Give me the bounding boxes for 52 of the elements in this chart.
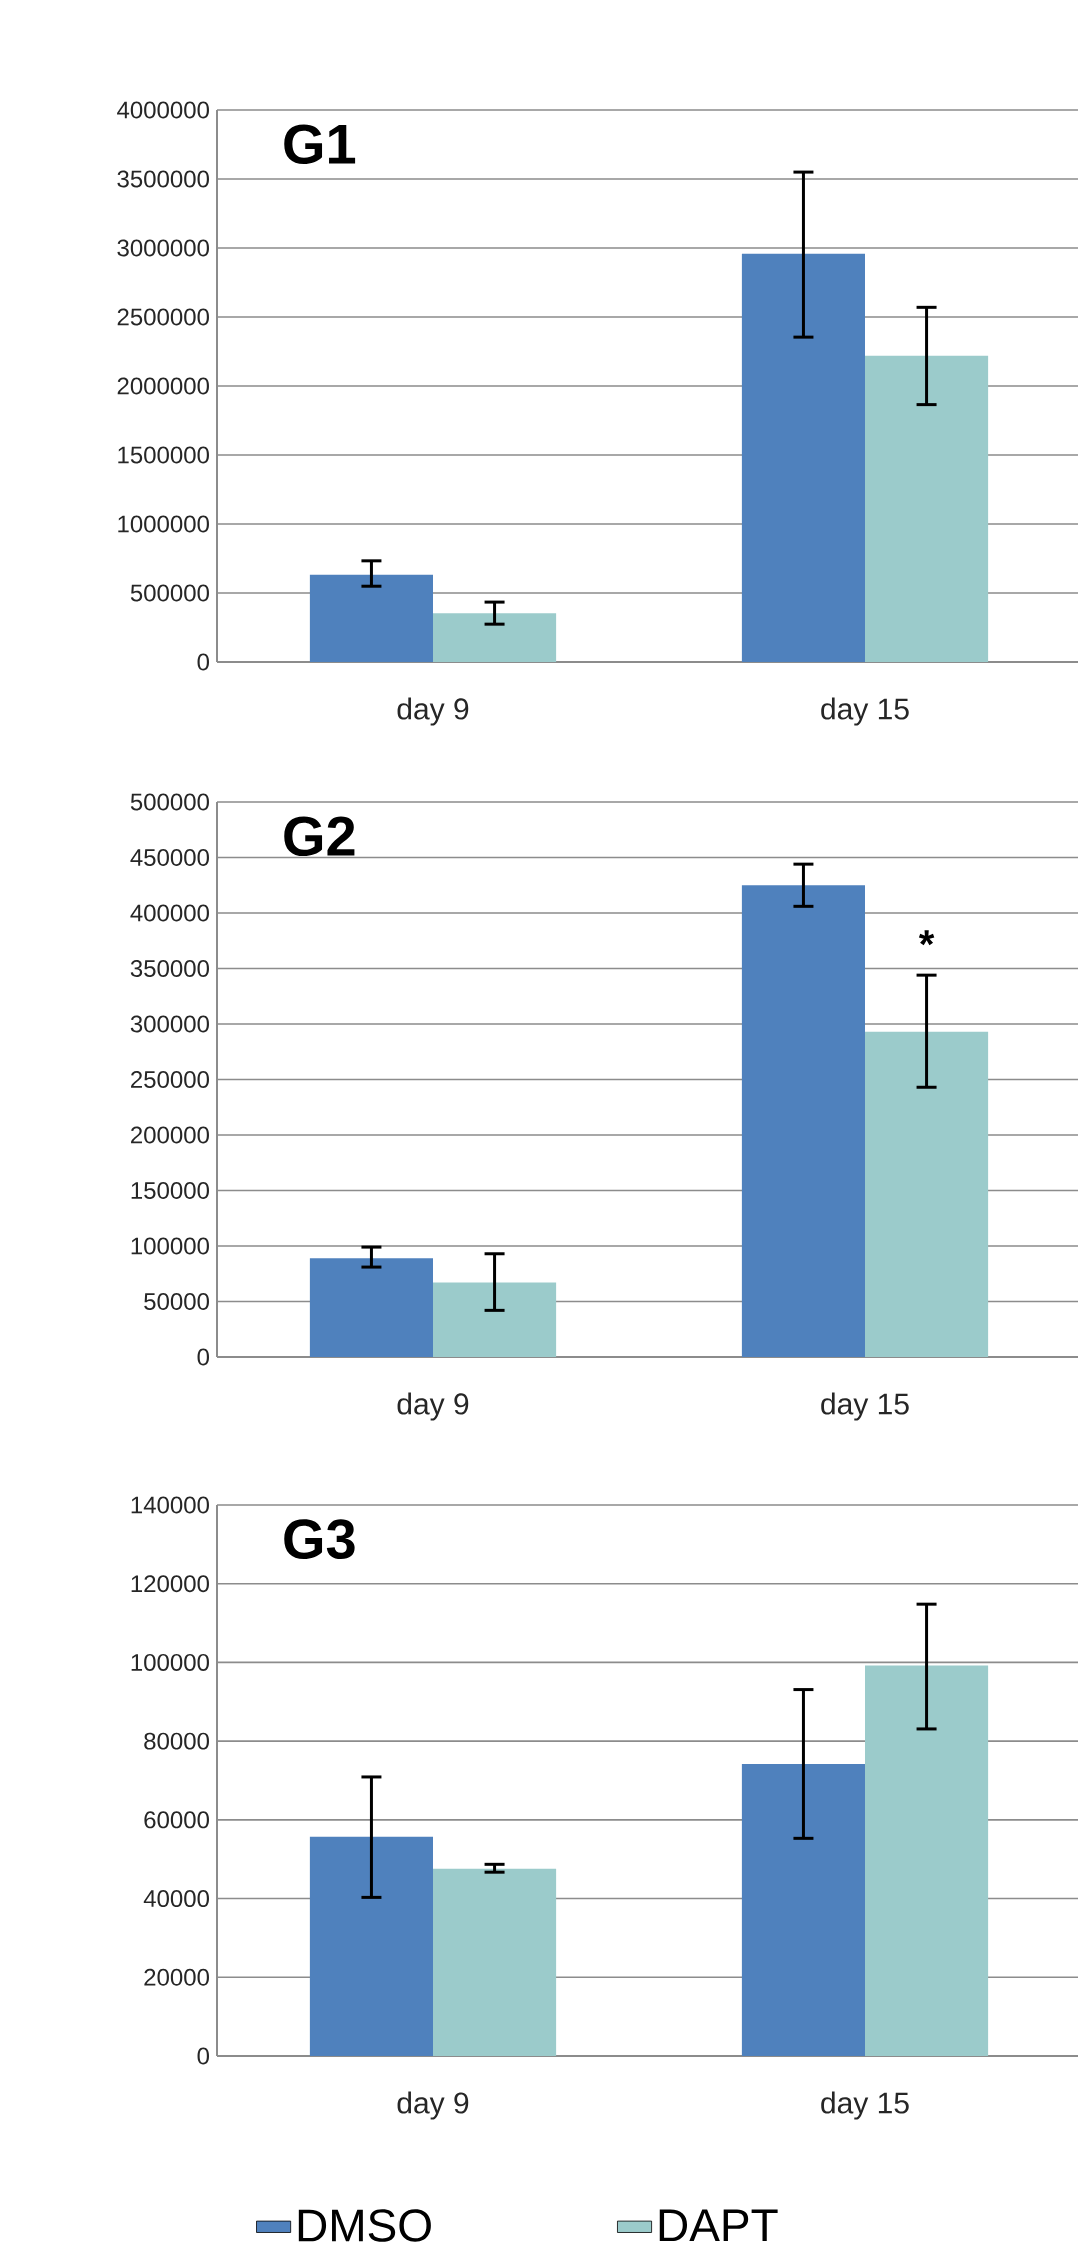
- y-tick-label: 0: [197, 2047, 210, 2065]
- y-tick-label: 20000: [144, 1968, 209, 1986]
- x-tick-label: day 15: [821, 1392, 909, 1421]
- y-tick-label: 2500000: [117, 308, 209, 326]
- y-tick-label: 60000: [144, 1811, 209, 1829]
- x-tick-label: day 15: [821, 697, 909, 726]
- bar: [433, 1868, 557, 2056]
- y-tick-label: 0: [197, 653, 210, 671]
- chart-title: G3: [284, 1519, 355, 1560]
- y-tick-label: 100000: [131, 1237, 209, 1255]
- y-tick-label: 3000000: [117, 239, 209, 257]
- y-tick-label: 120000: [131, 1575, 209, 1593]
- y-tick-label: 300000: [130, 1015, 209, 1033]
- bar: [433, 1282, 557, 1357]
- chart-title: G2: [284, 816, 355, 857]
- y-tick-label: 450000: [130, 849, 209, 866]
- y-tick-label: 50000: [144, 1293, 209, 1310]
- y-tick-label: 2000000: [117, 377, 209, 395]
- y-tick-label: 1500000: [118, 446, 209, 464]
- legend-label: DAPT: [659, 2209, 778, 2242]
- bar: [309, 574, 433, 662]
- y-tick-label: 350000: [130, 960, 209, 977]
- y-tick-label: 100000: [131, 1653, 209, 1671]
- y-tick-label: 500000: [130, 793, 209, 811]
- bar: [309, 1836, 433, 2056]
- bar: [865, 1031, 989, 1357]
- y-tick-label: 40000: [143, 1890, 209, 1908]
- x-tick-label: day 9: [397, 2091, 469, 2120]
- x-tick-label: day 9: [397, 697, 469, 726]
- x-tick-label: day 15: [821, 2091, 909, 2120]
- bar: [741, 885, 865, 1357]
- bar: [741, 253, 865, 662]
- y-tick-label: 3500000: [117, 170, 209, 188]
- legend-label: DMSO: [298, 2209, 431, 2242]
- y-tick-label: 500000: [130, 584, 209, 602]
- y-tick-label: 80000: [144, 1732, 209, 1750]
- x-tick-label: day 9: [397, 1392, 469, 1421]
- bar: [309, 1258, 433, 1357]
- annotation: *: [918, 930, 935, 946]
- chart-title: G1: [284, 124, 356, 165]
- bar: [865, 1665, 989, 2056]
- y-tick-label: 200000: [131, 1126, 209, 1144]
- bar: [433, 613, 557, 662]
- y-tick-label: 250000: [131, 1071, 209, 1088]
- y-tick-label: 150000: [131, 1182, 209, 1199]
- y-tick-label: 1000000: [118, 515, 209, 533]
- bar: [865, 355, 989, 662]
- y-tick-label: 140000: [131, 1496, 209, 1514]
- y-tick-label: 4000000: [117, 101, 209, 119]
- bar: [741, 1763, 865, 2056]
- y-tick-label: 0: [197, 1348, 210, 1366]
- y-tick-label: 400000: [130, 904, 209, 922]
